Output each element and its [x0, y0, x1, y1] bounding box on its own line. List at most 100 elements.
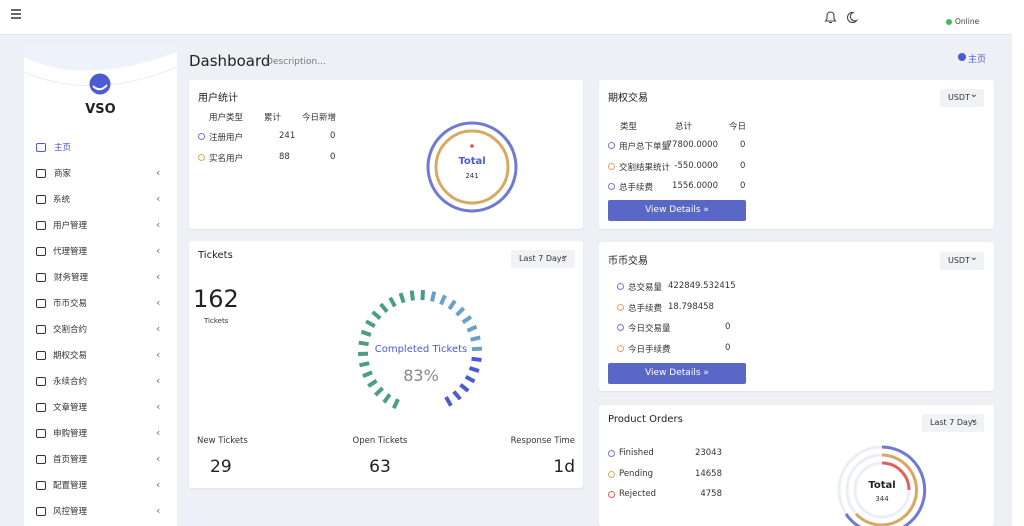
table-cell: 实名用户 [209, 154, 244, 164]
table-cell: 241 [279, 131, 296, 141]
ring-value: 241 [465, 172, 479, 180]
bullet [608, 162, 615, 170]
currency-dropdown[interactable]: USDT [940, 249, 984, 270]
notification-icon[interactable] [824, 11, 837, 24]
gauge-dash [444, 396, 453, 407]
user-stats-card [189, 80, 583, 229]
stat-label: Response Time [510, 436, 575, 446]
menu-chevron[interactable]: ‹ [156, 504, 161, 517]
status-dot [946, 19, 952, 25]
table-cell: 0 [330, 131, 336, 141]
menu-chevron[interactable]: ‹ [156, 400, 161, 413]
table-cell: 88 [279, 152, 290, 162]
menu-item[interactable]: 永续合约 [53, 377, 88, 387]
table-cell: 1556.0000 [672, 181, 718, 191]
menu-item[interactable]: 风控管理 [53, 507, 88, 517]
menu-toggle[interactable] [10, 9, 22, 19]
menu-item[interactable]: 财务管理 [54, 273, 89, 283]
gauge-dash [429, 291, 437, 302]
menu-chevron[interactable]: ‹ [156, 452, 161, 465]
table-header: 今日 [729, 122, 747, 132]
brand: VSO [85, 102, 116, 117]
menu-icon [36, 299, 46, 308]
gauge-dash [358, 340, 369, 347]
table-cell: 总交易量 [628, 283, 663, 293]
gauge-dash [373, 386, 384, 397]
menu-item[interactable]: 文章管理 [53, 403, 88, 413]
gauge-dash [391, 398, 400, 410]
table-cell: 18.798458 [668, 301, 714, 312]
gauge-dash [464, 375, 476, 384]
table-cell: -550.0000 [674, 160, 718, 171]
menu-chevron[interactable]: ‹ [156, 192, 161, 205]
ring-label: Total [868, 480, 896, 491]
bullet [617, 303, 624, 311]
card-title: 币币交易 [608, 256, 648, 267]
menu-item[interactable]: 交割合约 [53, 325, 88, 335]
filter-dropdown[interactable]: Last 7 Days [922, 411, 984, 432]
page-description: Description... [266, 57, 326, 67]
gauge-dash [362, 370, 373, 378]
menu-chevron[interactable]: ‹ [156, 348, 161, 361]
menu-icon [36, 455, 46, 464]
table-cell: 0 [740, 181, 746, 191]
menu-chevron[interactable]: ‹ [156, 322, 161, 335]
currency-dropdown[interactable]: USDT [940, 86, 984, 107]
stat-value: 63 [369, 457, 391, 477]
gauge-dash [466, 324, 478, 333]
view-details-button[interactable]: View Details » [608, 363, 746, 384]
ring-label: Total [458, 156, 486, 167]
menu-item[interactable]: 用户管理 [53, 221, 88, 231]
bullet [198, 133, 205, 140]
scrollbar [1012, 34, 1024, 526]
table-header: 今日新增 [302, 113, 337, 123]
menu-item[interactable]: 系统 [53, 195, 71, 205]
menu-chevron[interactable]: ‹ [156, 374, 161, 387]
breadcrumb[interactable]: 主页 [968, 55, 987, 65]
theme-icon[interactable] [845, 11, 858, 24]
table-cell: 总手续费 [628, 303, 663, 314]
stat-value: 29 [210, 457, 232, 477]
menu-icon [36, 429, 46, 438]
gauge-dash [452, 390, 462, 401]
breadcrumb-icon [958, 53, 966, 61]
menu-item[interactable]: 配置管理 [53, 481, 88, 491]
status: Online [955, 17, 980, 26]
menu-chevron[interactable]: ‹ [156, 244, 161, 257]
menu-chevron[interactable]: ‹ [156, 426, 161, 439]
gauge-dash [471, 346, 483, 352]
gauge-label: Completed Tickets [374, 344, 468, 355]
table-cell: 422849.532415 [668, 281, 736, 291]
menu-item[interactable]: 期权交易 [53, 351, 88, 361]
gauge-dash [371, 310, 382, 320]
menu-chevron[interactable]: ‹ [156, 270, 161, 283]
card-title: Product Orders [608, 414, 683, 425]
menu-chevron[interactable]: ‹ [156, 478, 161, 491]
tickets-gauge [357, 289, 483, 410]
bullet [608, 183, 615, 190]
table-cell: 0 [725, 322, 731, 332]
bullet [198, 154, 205, 161]
menu-item[interactable]: 主页 [54, 143, 72, 153]
menu-chevron[interactable]: ‹ [156, 296, 161, 309]
gauge-dash [382, 393, 392, 404]
view-details-button[interactable]: View Details » [608, 200, 746, 221]
filter-dropdown[interactable]: Last 7 Days [511, 247, 575, 268]
menu-item[interactable]: 币币交易 [53, 299, 88, 309]
menu-item[interactable]: 首页管理 [53, 455, 88, 465]
menu-item[interactable]: 商家 [54, 169, 72, 179]
menu-item[interactable]: 代理管理 [53, 247, 88, 257]
menu-chevron[interactable]: ‹ [156, 166, 161, 179]
menu-icon [36, 195, 46, 204]
stat-label: Open Tickets [352, 436, 408, 446]
bullet [608, 470, 615, 478]
menu-chevron[interactable]: ‹ [156, 218, 161, 231]
menu-icon [36, 325, 46, 334]
gauge-dash [439, 294, 447, 306]
menu-item[interactable]: 申购管理 [53, 429, 88, 439]
gauge-dash [447, 299, 457, 311]
menu-icon [36, 403, 46, 412]
gauge-dash [365, 319, 376, 329]
menu-icon [36, 169, 46, 178]
ticket-count-label: Tickets [204, 317, 229, 325]
